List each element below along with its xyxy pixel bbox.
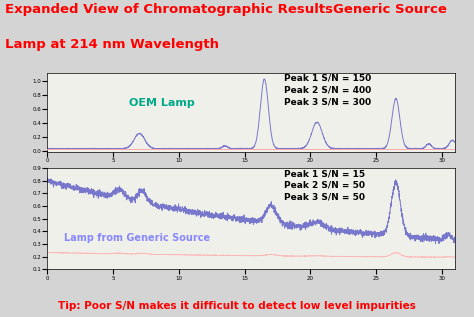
- Text: Expanded View of Chromatographic ResultsGeneric Source: Expanded View of Chromatographic Results…: [5, 3, 447, 16]
- Text: Lamp from Generic Source: Lamp from Generic Source: [64, 233, 210, 243]
- Text: Lamp at 214 nm Wavelength: Lamp at 214 nm Wavelength: [5, 38, 219, 51]
- Text: OEM Lamp: OEM Lamp: [129, 98, 195, 108]
- Text: Peak 1 S/N = 15
Peak 2 S/N = 50
Peak 3 S/N = 50: Peak 1 S/N = 15 Peak 2 S/N = 50 Peak 3 S…: [284, 169, 365, 202]
- Text: Peak 1 S/N = 150
Peak 2 S/N = 400
Peak 3 S/N = 300: Peak 1 S/N = 150 Peak 2 S/N = 400 Peak 3…: [284, 74, 371, 106]
- Text: Tip: Poor S/N makes it difficult to detect low level impurities: Tip: Poor S/N makes it difficult to dete…: [58, 301, 416, 311]
